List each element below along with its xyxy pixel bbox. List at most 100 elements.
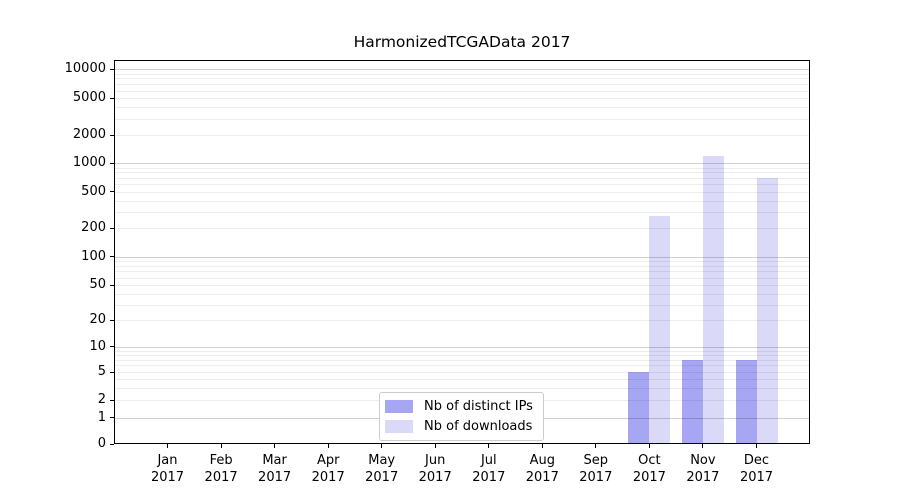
gridline-minor	[115, 350, 809, 352]
x-tick-label: Mar 2017	[243, 452, 307, 486]
x-tick-month: Nov	[690, 453, 716, 468]
y-tick-mark	[110, 417, 114, 418]
gridline-minor	[115, 277, 809, 279]
gridline-major	[115, 256, 809, 258]
y-tick-mark	[110, 97, 114, 99]
gridline-minor	[115, 228, 809, 230]
x-tick-mark	[381, 444, 383, 448]
x-tick-year: 2017	[418, 470, 452, 485]
gridline-minor	[115, 378, 809, 380]
y-tick-mark	[110, 371, 114, 373]
gridline-minor	[115, 78, 809, 80]
x-tick-mark	[595, 444, 597, 448]
y-tick-mark	[110, 162, 114, 164]
x-tick-mark	[648, 444, 650, 448]
gridline-minor	[115, 365, 809, 367]
y-tick-label: 2	[97, 392, 106, 407]
x-tick-label: Oct 2017	[617, 452, 681, 486]
y-tick-label: 5	[97, 364, 106, 379]
x-tick-year: 2017	[686, 470, 720, 485]
gridline-minor	[115, 90, 809, 92]
x-tick-mark	[488, 444, 490, 448]
y-tick-mark	[110, 399, 114, 401]
y-tick-label: 10000	[64, 61, 106, 76]
x-tick-year: 2017	[150, 470, 185, 485]
x-tick-mark	[541, 444, 543, 448]
gridline-minor	[115, 285, 809, 286]
y-tick-mark	[110, 256, 114, 258]
y-tick-mark	[110, 319, 114, 321]
gridline-minor	[115, 177, 809, 179]
x-tick-year: 2017	[365, 470, 399, 485]
legend: Nb of distinct IPs Nb of downloads	[379, 392, 544, 441]
x-tick-year: 2017	[525, 470, 559, 485]
gridline-minor	[115, 172, 809, 174]
gridline-minor	[115, 73, 809, 75]
x-tick-year: 2017	[204, 470, 238, 485]
x-tick-label: Jul 2017	[457, 452, 521, 486]
y-tick-label: 1	[97, 409, 106, 425]
y-tick-label: 2000	[72, 127, 106, 142]
bar-distinct-ips-nov	[681, 359, 703, 444]
y-tick-label: 10	[89, 338, 106, 354]
y-tick-label: 20	[89, 312, 106, 327]
bar-distinct-ips-dec	[735, 359, 757, 444]
x-tick-month: May	[368, 453, 396, 468]
x-tick-year: 2017	[311, 470, 345, 485]
gridline-major	[115, 69, 809, 70]
x-tick-label: Jun 2017	[403, 452, 467, 486]
y-tick-mark	[110, 68, 114, 70]
legend-item-downloads: Nb of downloads	[385, 419, 533, 434]
x-tick-year: 2017	[472, 470, 506, 485]
gridline-minor	[115, 191, 809, 193]
x-tick-mark	[167, 444, 168, 448]
x-tick-label: Feb 2017	[189, 452, 253, 486]
y-tick-label: 500	[81, 183, 106, 199]
x-tick-month: Apr	[316, 453, 340, 468]
gridline-minor	[115, 200, 809, 202]
y-tick-mark	[110, 346, 114, 348]
y-tick-mark	[110, 191, 114, 193]
gridline-major	[115, 163, 809, 165]
gridline-minor	[115, 372, 809, 373]
gridline-minor	[115, 359, 809, 361]
y-tick-label: 0	[97, 436, 106, 451]
y-tick-label: 1000	[72, 155, 106, 171]
x-tick-year: 2017	[579, 470, 613, 485]
legend-swatch-distinct-ips	[385, 400, 413, 413]
x-tick-mark	[702, 444, 704, 448]
x-tick-label: May 2017	[350, 452, 414, 486]
x-tick-label: Sep 2017	[564, 452, 628, 486]
x-tick-mark	[434, 444, 436, 448]
bar-downloads-dec	[756, 177, 778, 444]
x-tick-label: Nov 2017	[671, 452, 735, 486]
legend-item-distinct-ips: Nb of distinct IPs	[385, 399, 533, 414]
x-tick-label: Aug 2017	[510, 452, 574, 486]
gridline-minor	[115, 261, 809, 262]
y-tick-label: 200	[81, 220, 106, 236]
gridline-minor	[115, 107, 809, 109]
x-tick-month: Jun	[425, 453, 446, 468]
y-tick-mark	[110, 227, 114, 229]
x-tick-month: Mar	[262, 453, 287, 468]
y-tick-label: 100	[81, 248, 106, 264]
x-tick-month: Sep	[583, 453, 609, 468]
x-tick-month: Aug	[529, 453, 555, 468]
x-tick-month: Oct	[638, 453, 661, 468]
x-tick-month: Jan	[157, 453, 178, 468]
y-tick-mark	[110, 443, 114, 445]
gridline-minor	[115, 304, 809, 306]
legend-label-downloads: Nb of downloads	[424, 419, 533, 434]
gridline-minor	[115, 354, 809, 356]
gridline-minor	[115, 84, 809, 86]
gridline-major	[115, 346, 809, 348]
gridline-minor	[115, 293, 809, 295]
bar-downloads-nov	[702, 155, 724, 444]
gridline-minor	[115, 271, 809, 273]
bar-downloads-oct	[649, 216, 671, 444]
x-tick-month: Feb	[209, 453, 233, 468]
gridline-minor	[115, 212, 809, 214]
x-tick-mark	[327, 444, 329, 448]
x-tick-label: Dec 2017	[725, 452, 789, 486]
y-tick-mark	[110, 134, 114, 136]
